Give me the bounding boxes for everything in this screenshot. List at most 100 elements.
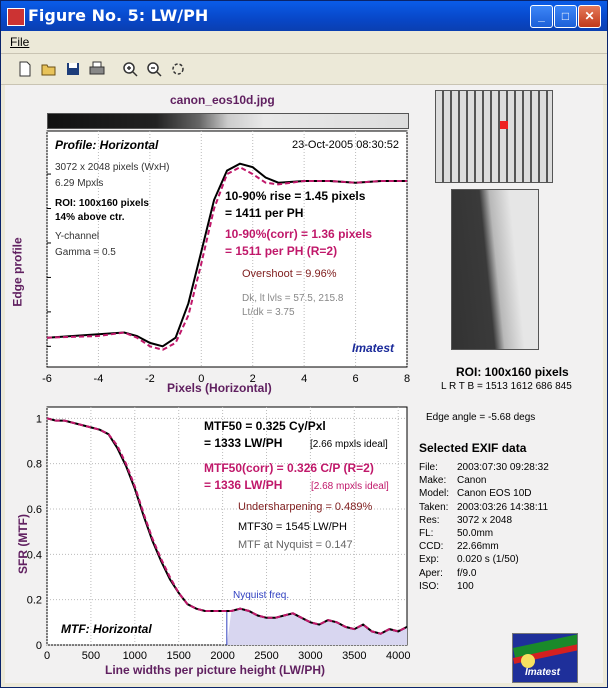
exif-row: Aper: f/9.0 (419, 567, 549, 580)
x-tick-label: 6 (353, 373, 359, 385)
print-icon[interactable] (88, 60, 106, 78)
logo-text: Imatest (525, 667, 561, 678)
x-tick-label: 3000 (298, 650, 322, 662)
exif-value: 3072 x 2048 (457, 514, 513, 526)
exif-key: Taken: (419, 501, 449, 513)
x-tick-label: 2 (250, 373, 256, 385)
roi-position: 14% above ctr. (55, 212, 125, 223)
x-tick-label: 1000 (123, 650, 147, 662)
mtf50-lwph: = 1333 LW/PH (204, 436, 283, 450)
x-tick-label: 4000 (386, 650, 410, 662)
dark-light-levels: Dk, lt lvls = 57.5, 215.8 (242, 293, 344, 304)
undersharpening-result: Undersharpening = 0.489% (238, 501, 373, 513)
rise-corr-result: 10-90%(corr) = 1.36 pixels (225, 227, 373, 241)
edge-profile-plot: -6 -4 -2 0 2 4 6 8 (42, 130, 410, 385)
nyquist-label: Nyquist freq. (233, 590, 290, 601)
mtf30-result: MTF30 = 1545 LW/PH (238, 521, 347, 533)
y-tick-label: 0.8 (27, 459, 42, 471)
mtf50-corr-lwph: = 1336 LW/PH (204, 478, 283, 492)
zoom-in-icon[interactable] (121, 60, 139, 78)
exif-key: CCD: (419, 541, 444, 553)
rise-corr-per-ph: = 1511 per PH (R=2) (225, 244, 338, 258)
edge-xlabel: Pixels (Horizontal) (167, 381, 272, 395)
light-dark-ratio: Lt/dk = 3.75 (242, 307, 295, 318)
imatest-watermark: Imatest (352, 341, 395, 355)
exif-key: Make: (419, 475, 447, 487)
image-size-info: 3072 x 2048 pixels (WxH) (55, 162, 170, 173)
exif-key: Exp: (419, 554, 440, 566)
exif-row: FL: 50.0mm (419, 527, 549, 540)
exif-key: Aper: (419, 567, 443, 579)
exif-row: Exp: 0.020 s (1/50) (419, 553, 549, 566)
exif-value: 100 (457, 580, 474, 592)
exif-row: Res: 3072 x 2048 (419, 514, 549, 527)
exif-row: Model: Canon EOS 10D (419, 487, 549, 500)
mtf-plot-area (46, 406, 408, 646)
mtf50-result: MTF50 = 0.325 Cy/Pxl (204, 419, 326, 433)
mtf-y-ticks: 1 0.8 0.6 0.4 0.2 0 (27, 413, 42, 652)
edge-angle: Edge angle = -5.68 degs (426, 412, 536, 423)
title-bar[interactable]: Figure No. 5: LW/PH _ □ ✕ (1, 1, 607, 31)
file-title: canon_eos10d.jpg (170, 93, 275, 107)
save-icon[interactable] (64, 60, 82, 78)
overshoot-result: Overshoot = 9.96% (242, 268, 337, 280)
exif-value: f/9.0 (457, 567, 477, 579)
profile-label: Profile: Horizontal (55, 138, 159, 152)
exif-value: 2003:03:26 14:38:11 (457, 501, 549, 513)
y-tick-label: 0.4 (27, 549, 42, 561)
exif-value: 0.020 s (1/50) (457, 554, 519, 566)
x-tick-label: 500 (82, 650, 100, 662)
minimize-button[interactable]: _ (530, 5, 553, 28)
mtf-line (46, 417, 408, 635)
mtf-grid (46, 407, 407, 646)
x-tick-label: 2500 (254, 650, 278, 662)
y-tick-label: 0.2 (27, 595, 42, 607)
maximize-button[interactable]: □ (554, 5, 577, 28)
imatest-logo: Imatest (512, 633, 578, 683)
edge-gradient-strip (47, 113, 409, 129)
plot-date: 23-Oct-2005 08:30:52 (292, 139, 400, 151)
edge-x-ticks: -6 -4 -2 0 2 4 6 8 (42, 373, 410, 385)
x-tick-label: -4 (94, 373, 104, 385)
rise-per-ph: = 1411 per PH (225, 206, 304, 220)
open-folder-icon[interactable] (40, 60, 58, 78)
roi-size-label: ROI: 100x160 pixels (456, 365, 569, 379)
x-tick-label: 4 (301, 373, 307, 385)
exif-row: ISO: 100 (419, 580, 549, 593)
exif-key: Res: (419, 514, 440, 526)
exif-value: Canon EOS 10D (457, 488, 532, 500)
figure-canvas: canon_eos10d.jpg -6 -4 -2 0 2 4 6 8 Profile: Ho… (5, 85, 603, 683)
new-file-icon[interactable] (16, 60, 34, 78)
zoom-out-icon[interactable] (145, 60, 163, 78)
mtf50-ideal: [2.66 mpxls ideal] (310, 439, 388, 450)
roi-coords: L R T B = 1513 1612 686 845 (441, 381, 572, 392)
mtf-plot: 0 500 1000 1500 2000 2500 3000 3500 4000 1 0.8 0.6… (27, 406, 410, 662)
roi-edge (452, 190, 538, 349)
exif-list: File: 2003:07:30 09:28:32 Make: Canon Model:… (419, 461, 549, 593)
menu-bar: File (1, 31, 607, 54)
edge-profile-corrected-line (46, 166, 407, 351)
toolbar (1, 54, 607, 85)
exif-row: Taken: 2003:03:26 14:38:11 (419, 501, 549, 514)
rotate-icon[interactable] (169, 60, 187, 78)
mtf-xlabel: Line widths per picture height (LW/PH) (105, 663, 326, 677)
x-tick-label: 2000 (210, 650, 234, 662)
roi-info: ROI: 100x160 pixels (55, 198, 149, 209)
close-button[interactable]: ✕ (578, 5, 601, 28)
y-tick-label: 1 (36, 413, 42, 425)
exif-key: ISO: (419, 580, 440, 592)
exif-key: FL: (419, 528, 434, 540)
x-tick-label: -6 (42, 373, 52, 385)
x-tick-label: 8 (404, 373, 410, 385)
gamma-info: Gamma = 0.5 (55, 247, 116, 258)
exif-value: 22.66mm (457, 541, 499, 553)
matlab-app-icon (7, 8, 25, 26)
exif-key: File: (419, 462, 438, 473)
exif-value: 2003:07:30 09:28:32 (457, 462, 549, 473)
exif-value: Canon (457, 475, 487, 487)
exif-key: Model: (419, 488, 450, 500)
mtf50-corr-ideal: [2.68 mpxls ideal] (311, 481, 389, 492)
menu-file[interactable]: File (10, 35, 30, 49)
mtf-ylabel: SFR (MTF) (15, 514, 30, 574)
edge-ylabel: Edge profile (10, 237, 25, 307)
